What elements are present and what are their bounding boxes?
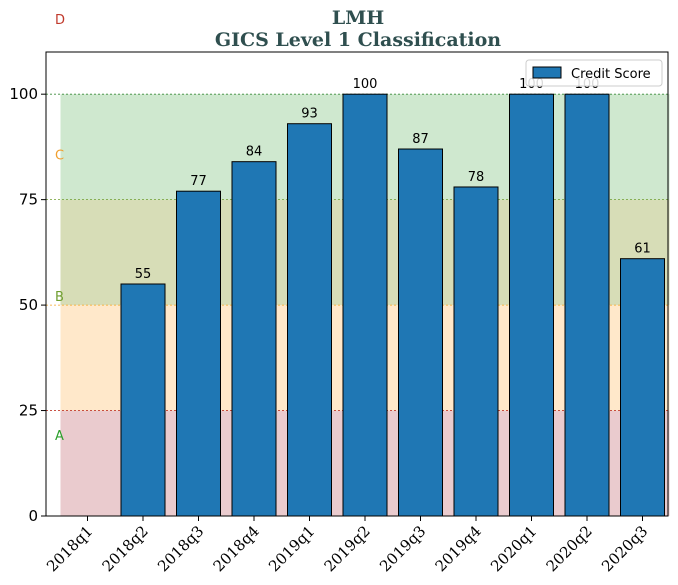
xtick-label-2020q2: 2020q2 bbox=[543, 522, 596, 575]
legend-label: Credit Score bbox=[571, 67, 651, 82]
bar-2020q3 bbox=[620, 258, 665, 517]
legend-swatch bbox=[532, 66, 562, 79]
data-label-2019q1: 93 bbox=[301, 107, 318, 122]
data-label-2020q3: 61 bbox=[634, 242, 651, 257]
bar-2020q1 bbox=[509, 93, 554, 517]
ytick-label-25: 25 bbox=[19, 402, 38, 420]
legend: Credit Score bbox=[525, 59, 663, 87]
bar-2019q3 bbox=[398, 148, 443, 517]
bar-2018q4 bbox=[231, 161, 277, 517]
bar-2019q1 bbox=[287, 123, 332, 517]
band-letter-c: C bbox=[55, 149, 64, 164]
xtick-label-2018q3: 2018q3 bbox=[154, 522, 207, 575]
bar-2018q3 bbox=[176, 190, 221, 517]
xtick-label-2019q2: 2019q2 bbox=[321, 522, 374, 575]
band-letters: A B C D bbox=[55, 13, 65, 444]
xtick-label-2018q4: 2018q4 bbox=[210, 522, 263, 575]
bar-2018q2 bbox=[120, 283, 166, 517]
bar-2019q4 bbox=[453, 186, 499, 517]
chart-subtitle: GICS Level 1 Classification bbox=[215, 29, 501, 51]
xtick-label-2020q3: 2020q3 bbox=[598, 522, 651, 575]
data-label-2018q2: 55 bbox=[135, 267, 152, 282]
ytick-label-75: 75 bbox=[19, 191, 38, 209]
band-letter-d: D bbox=[55, 13, 65, 28]
xtick-label-2019q1: 2019q1 bbox=[265, 522, 318, 575]
band-letter-a: A bbox=[55, 429, 64, 444]
xtick-label-2019q3: 2019q3 bbox=[376, 522, 429, 575]
plot-frame bbox=[45, 51, 669, 517]
data-labels: 55778493100877810010061 bbox=[135, 77, 651, 282]
xtick-label-2019q4: 2019q4 bbox=[432, 522, 485, 575]
band-letter-b: B bbox=[55, 290, 64, 305]
data-label-2018q3: 77 bbox=[190, 174, 207, 189]
ytick-label-0: 0 bbox=[28, 507, 38, 525]
data-label-2019q4: 78 bbox=[468, 170, 485, 185]
xtick-label-2020q1: 2020q1 bbox=[487, 522, 540, 575]
ytick-label-50: 50 bbox=[19, 296, 38, 314]
xtick-label-2018q1: 2018q1 bbox=[43, 522, 96, 575]
data-label-2019q3: 87 bbox=[412, 132, 429, 147]
bar-2020q2 bbox=[564, 93, 610, 517]
bars bbox=[120, 93, 665, 517]
data-label-2019q2: 100 bbox=[353, 77, 378, 92]
ytick-label-100: 100 bbox=[9, 85, 38, 103]
xtick-label-2018q2: 2018q2 bbox=[99, 522, 152, 575]
chart-title: LMH bbox=[332, 7, 384, 29]
data-label-2018q4: 84 bbox=[246, 145, 263, 160]
bar-2019q2 bbox=[342, 93, 388, 517]
